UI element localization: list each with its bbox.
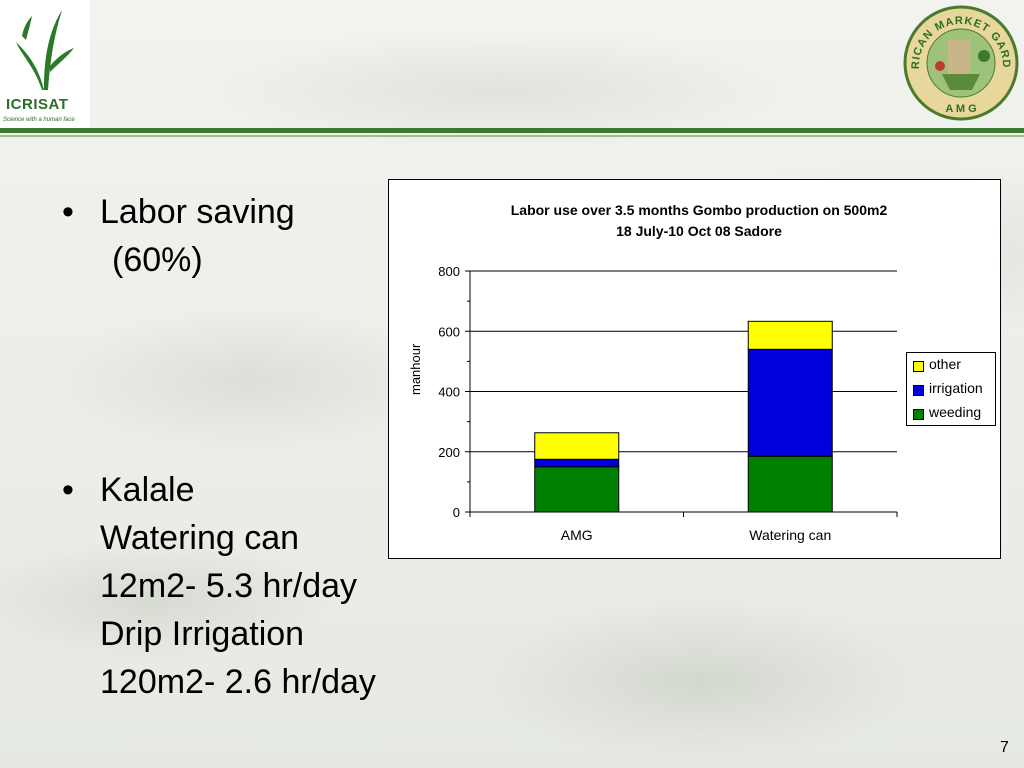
bullet-line: Labor saving [100, 193, 295, 231]
bullet-dot: • [62, 471, 74, 509]
legend-swatch-weeding [913, 409, 924, 420]
bar-segment-irrigation [534, 458, 620, 468]
page-number: 7 [1000, 739, 1009, 756]
legend-label-irrigation: irrigation [929, 380, 983, 396]
icrisat-leaf-icon [16, 10, 74, 90]
y-axis-label: manhour [408, 343, 423, 395]
legend-swatch-other [913, 361, 924, 372]
x-tick-label: Watering can [749, 527, 831, 543]
legend-label-other: other [929, 356, 961, 372]
legend-label-weeding: weeding [929, 404, 982, 420]
amg-bottom-text: A M G [945, 103, 976, 115]
y-tick-label: 400 [438, 385, 460, 400]
bullet-line: (60%) [112, 241, 203, 279]
y-tick-label: 600 [438, 324, 460, 339]
bullet-labor-saving: • Labor saving (60%) [60, 188, 295, 284]
bullet-line: Kalale [100, 471, 195, 509]
bar-segment-other [747, 320, 833, 350]
bar-segment-irrigation [747, 348, 833, 457]
icrisat-tagline: Science with a human face [3, 117, 75, 123]
header-rule [0, 128, 1024, 133]
chart-subtitle: 18 July-10 Oct 08 Sadore [616, 223, 782, 239]
amg-logo: AFRICAN MARKET GARDEN A M G [898, 0, 1020, 122]
y-tick-label: 800 [438, 264, 460, 279]
x-tick-label: AMG [561, 527, 593, 543]
chart-legend: other irrigation weeding [906, 352, 996, 426]
bullet-line: Drip Irrigation [100, 615, 305, 653]
legend-swatch-irrigation [913, 385, 924, 396]
chart-panel: Labor use over 3.5 months Gombo producti… [388, 179, 1001, 559]
y-tick-label: 0 [453, 505, 460, 520]
bar-segment-other [534, 432, 620, 460]
chart-title-block: Labor use over 3.5 months Gombo producti… [389, 200, 1009, 242]
chart-title: Labor use over 3.5 months Gombo producti… [510, 202, 888, 218]
bullet-line: 120m2- 2.6 hr/day [100, 663, 376, 701]
bullet-line: 12m2- 5.3 hr/day [100, 567, 358, 605]
y-tick-label: 200 [438, 445, 460, 460]
stacked-bar-chart: 0 200 400 600 800 AMG Watering can [438, 264, 898, 543]
bullet-dot: • [62, 193, 74, 231]
icrisat-name: ICRISAT [6, 96, 69, 113]
bar-segment-weeding [534, 466, 620, 513]
bullet-line: Watering can [100, 519, 300, 557]
bullet-kalale: • Kalale Watering can 12m2- 5.3 hr/day D… [60, 466, 376, 706]
bar-segment-weeding [747, 455, 833, 513]
header-rule-secondary [0, 135, 1024, 137]
icrisat-logo: ICRISAT Science with a human face [0, 0, 90, 128]
